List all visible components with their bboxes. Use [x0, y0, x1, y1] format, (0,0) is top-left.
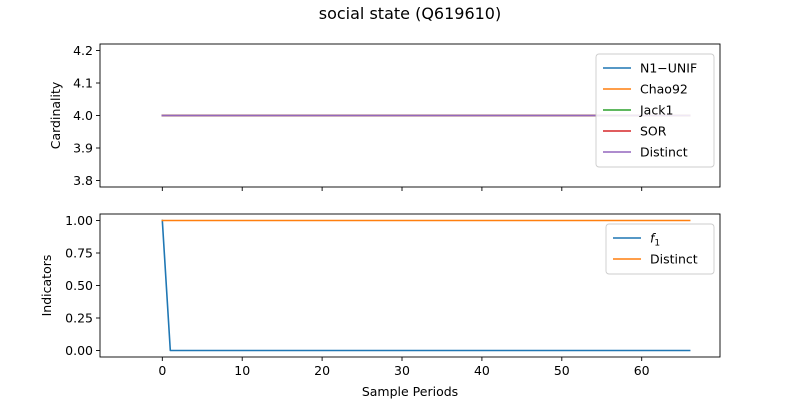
x-tick-label-4: 40	[474, 363, 490, 378]
y-tick-label-1-1: 0.25	[65, 311, 93, 326]
chart-title: social state (Q619610)	[319, 4, 501, 23]
legend-label-0-0: N1−UNIF	[640, 61, 697, 76]
y-tick-label-0-1: 3.9	[73, 141, 93, 156]
y-tick-label-0-4: 4.2	[73, 43, 93, 58]
x-tick-label-5: 50	[554, 363, 570, 378]
legend-1: f1 Distinct	[605, 223, 715, 275]
x-tick-label-1: 10	[234, 363, 250, 378]
y-tick-label-1-4: 1.00	[65, 213, 93, 228]
legend-label-1-0: f1	[650, 231, 660, 249]
y-tick-label-0-3: 4.1	[73, 76, 93, 91]
y-axis-label-0: Cardinality	[48, 81, 63, 149]
y-tick-label-1-2: 0.50	[65, 278, 93, 293]
y-tick-label-0-0: 3.8	[73, 173, 93, 188]
series-line-1-0	[161, 219, 691, 352]
x-tick-label-2: 20	[314, 363, 330, 378]
y-tick-label-1-0: 0.00	[65, 343, 93, 358]
y-tick-label-0-2: 4.0	[73, 108, 93, 123]
y-axis-label-1: Indicators	[39, 255, 54, 317]
legend-label-1-1: Distinct	[650, 252, 698, 267]
indicators-panel: 0 10 20 30 40 50 60 0.00 0.25 0.50 0.75 1.00 Indicat…	[39, 213, 721, 378]
legend-box-1	[605, 223, 715, 275]
legend-label-0-4: Distinct	[640, 145, 688, 160]
legend-box-0	[595, 53, 715, 168]
y-tick-label-1-3: 0.75	[65, 246, 93, 261]
legend-label-0-3: SOR	[640, 124, 667, 139]
legend-label-0-2: Jack1	[639, 103, 673, 118]
x-tick-label-3: 30	[394, 363, 410, 378]
x-tick-label-0: 0	[158, 363, 166, 378]
cardinality-panel: 3.8 3.9 4.0 4.1 4.2 Cardinality N1−UNIF Chao92 J…	[48, 43, 721, 191]
x-axis-label: Sample Periods	[362, 384, 458, 399]
x-tick-label-6: 60	[634, 363, 650, 378]
legend-label-0-1: Chao92	[640, 82, 688, 97]
legend-0: N1−UNIF Chao92 Jack1 SOR Distinct	[595, 53, 715, 168]
